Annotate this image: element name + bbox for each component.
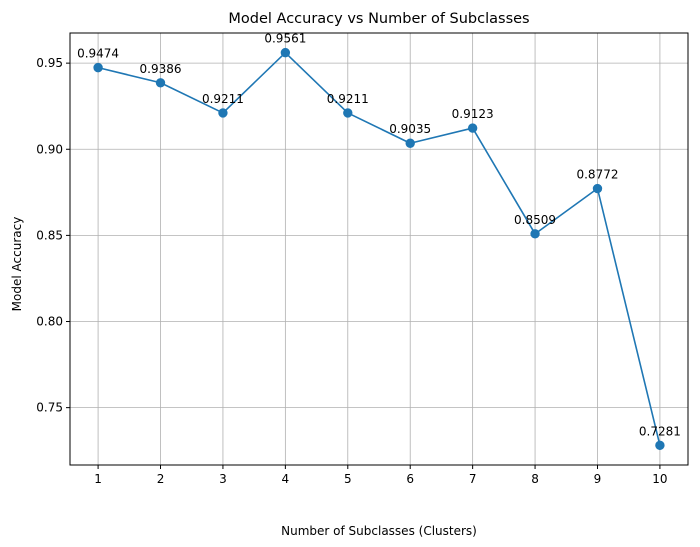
data-point	[592, 183, 603, 194]
data-point	[343, 108, 353, 118]
data-point	[93, 62, 103, 73]
y-tick-label: 0.95	[36, 56, 63, 70]
data-label: 0.9123	[452, 107, 494, 121]
data-point	[530, 229, 540, 239]
data-label: 0.9386	[140, 62, 182, 76]
data-point	[218, 108, 228, 118]
data-label: 0.9035	[389, 122, 431, 136]
data-label: 0.9474	[77, 47, 119, 61]
x-tick-label: 6	[406, 472, 414, 486]
data-label: 0.9211	[327, 92, 369, 106]
data-label: 0.9561	[264, 32, 306, 46]
x-tick-label: 7	[469, 472, 477, 486]
x-tick-label: 5	[344, 472, 352, 486]
data-label-layer: 0.9474 0.9386 0.9211 0.9561 0.9211 0.9035 0.91…	[77, 32, 681, 439]
x-tick-label: 8	[531, 472, 539, 486]
y-tick-label: 0.85	[36, 228, 63, 242]
y-axis-label: Model Accuracy	[10, 217, 24, 312]
data-point	[655, 440, 665, 451]
y-tick-label: 0.90	[36, 142, 63, 156]
x-tick-label: 3	[219, 472, 227, 486]
data-label: 0.8772	[576, 168, 618, 182]
grid-layer	[70, 33, 688, 465]
series-line	[97, 51, 661, 446]
y-tick-label: 0.75	[36, 401, 63, 415]
chart-title: Model Accuracy vs Number of Subclasses	[228, 11, 529, 27]
data-point	[155, 78, 166, 88]
data-label: 0.8509	[514, 213, 556, 227]
series-layer	[93, 47, 665, 451]
x-tick-label: 2	[157, 472, 165, 486]
y-tick-label: 0.80	[36, 315, 63, 329]
x-axis-label: Number of Subclasses (Clusters)	[281, 524, 477, 538]
data-point	[405, 138, 415, 148]
tick-layer: 1 2 3 4 5 6 7 8 9 10 0.75 0.80 0.85 0.90 0.95	[36, 56, 667, 486]
x-tick-label: 10	[652, 472, 667, 486]
plot-frame	[69, 32, 689, 466]
x-tick-label: 4	[282, 472, 290, 486]
data-label: 0.7281	[639, 424, 681, 438]
data-label: 0.9211	[202, 92, 244, 106]
x-tick-label: 1	[94, 472, 102, 486]
x-tick-label: 9	[594, 472, 602, 486]
data-point	[280, 47, 291, 58]
data-point	[467, 123, 478, 133]
